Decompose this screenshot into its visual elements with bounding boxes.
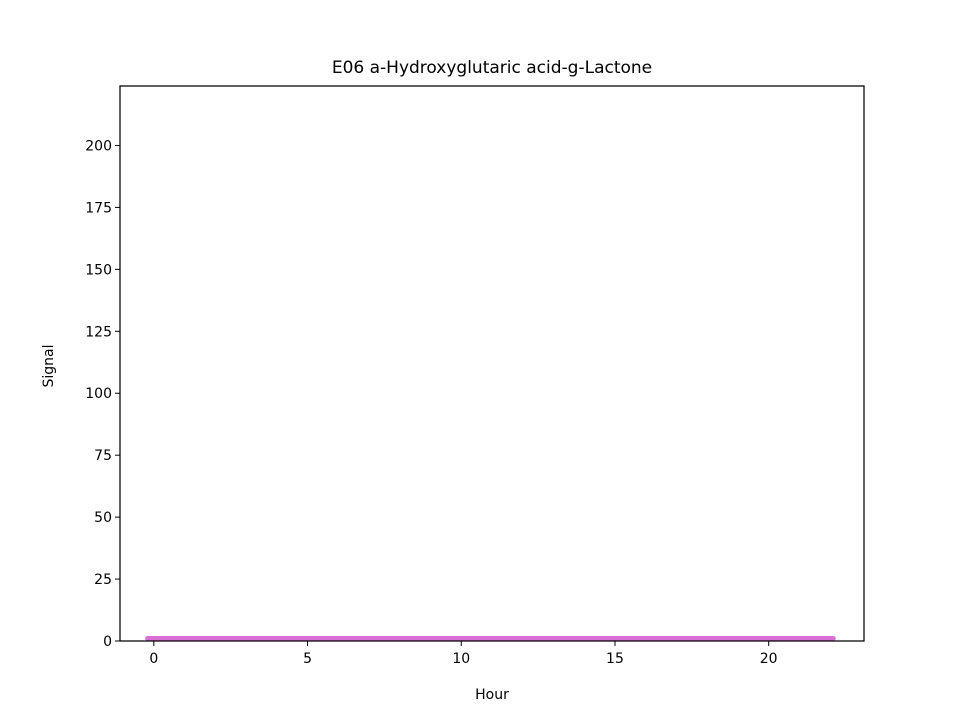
x-tick-label: 15 <box>606 651 624 667</box>
y-tick-label: 100 <box>85 386 112 402</box>
x-axis: 0 5 10 15 20 <box>149 641 778 667</box>
x-axis-label: Hour <box>475 687 509 703</box>
y-tick-label: 0 <box>103 634 112 650</box>
x-tick-label: 20 <box>760 651 778 667</box>
y-tick-label: 50 <box>94 510 112 526</box>
y-axis: 0 25 50 75 100 125 150 175 200 <box>85 138 120 650</box>
x-tick-label: 0 <box>149 651 158 667</box>
y-tick-label: 75 <box>94 448 112 464</box>
y-tick-label: 25 <box>94 572 112 588</box>
chart-title: E06 a-Hydroxyglutaric acid-g-Lactone <box>332 58 652 78</box>
x-tick-label: 10 <box>452 651 470 667</box>
y-tick-label: 200 <box>85 138 112 154</box>
x-tick-label: 5 <box>303 651 312 667</box>
y-axis-label: Signal <box>41 344 57 387</box>
y-tick-label: 175 <box>85 200 112 216</box>
y-tick-label: 150 <box>85 262 112 278</box>
axes-frame <box>119 85 865 642</box>
y-tick-label: 125 <box>85 324 112 340</box>
